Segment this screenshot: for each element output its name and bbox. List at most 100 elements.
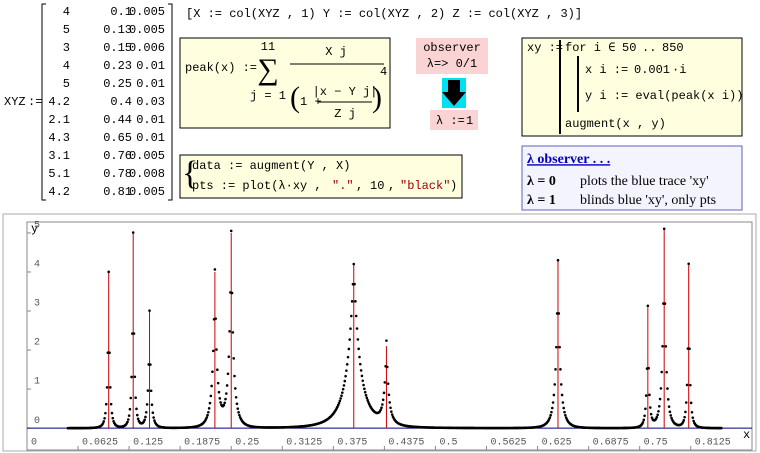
x-tick-label: 0: [31, 438, 37, 449]
curve-point: [133, 375, 137, 379]
matrix-cell: 0.01: [136, 131, 165, 145]
curve-point: [104, 411, 107, 415]
curve-point: [661, 344, 664, 348]
curve-point: [353, 282, 356, 286]
lambda-assign: λ :=: [436, 114, 465, 128]
curve-point: [235, 402, 239, 406]
x-tick-label: 0.4375: [388, 438, 424, 449]
curve-point: [102, 420, 106, 423]
curve-point: [361, 379, 365, 383]
curve-point: [383, 381, 387, 384]
curve-point: [228, 330, 231, 333]
curve-point: [145, 403, 149, 406]
peak-box: [179, 37, 391, 129]
sum-top: 11: [261, 40, 275, 54]
curve-point: [346, 355, 350, 359]
curve-point: [350, 300, 354, 303]
y-axis-label: y: [31, 222, 38, 236]
matrix-cell: 0.01: [136, 77, 165, 91]
plot-frame: [26, 221, 753, 451]
curve-point: [561, 401, 565, 404]
curve-point: [689, 401, 693, 405]
curve-point: [340, 394, 343, 397]
curve-point: [685, 383, 689, 387]
curve-point: [206, 413, 209, 417]
matrix-cell: 0.01: [136, 113, 165, 127]
columns-def: [X := col(XYZ , 1) Y := col(XYZ , 2) Z :…: [186, 7, 582, 21]
matrix-cell: 0.81: [103, 185, 132, 199]
curve-point: [366, 398, 369, 402]
program-box: [521, 37, 743, 137]
curve-point: [691, 416, 695, 419]
x-tick-label: 0.625: [542, 438, 572, 449]
curve-point: [682, 419, 686, 422]
numerator: X j: [325, 45, 347, 59]
curve-point: [365, 396, 369, 400]
curve-point: [205, 416, 209, 419]
curve-point: [132, 332, 136, 335]
curve-point: [234, 387, 237, 390]
curve-point: [225, 384, 229, 387]
curve-point: [658, 397, 662, 401]
curve-point: [385, 365, 389, 369]
note-text: blinds blue 'xy', only pts: [580, 193, 716, 208]
curve-point: [135, 407, 138, 411]
curve-point: [103, 417, 106, 420]
curve-point: [387, 393, 391, 397]
curve-point: [127, 414, 131, 417]
curve-point: [357, 347, 360, 351]
matrix-cell: 4.2: [48, 185, 70, 199]
curve-point: [688, 347, 691, 350]
matrix-cell: 0.005: [129, 23, 165, 37]
matrix-cell: 0.005: [129, 185, 165, 199]
program-result: augment(x , y): [565, 117, 666, 131]
matrix-cell: 0.25: [103, 77, 132, 91]
curve-point: [359, 369, 363, 372]
curve-point: [348, 338, 351, 341]
curve-point: [146, 389, 150, 392]
curve-point: [230, 291, 234, 295]
note-lambda: λ = 0: [527, 174, 556, 189]
curve-point: [226, 372, 230, 376]
curve-point: [666, 398, 670, 401]
curve-point: [129, 396, 133, 400]
curve-point: [363, 387, 366, 391]
matrix-cell: 0.13: [103, 23, 132, 37]
curve-point: [128, 407, 132, 411]
x-tick-label: 0.375: [337, 438, 367, 449]
matrix-cell: 0.006: [129, 41, 165, 55]
observer-line: observer: [423, 41, 481, 55]
curve-point: [364, 393, 368, 397]
curve-point: [151, 411, 155, 415]
x-tick-label: 0.6875: [593, 438, 629, 449]
curve-point: [216, 381, 220, 385]
curve-point: [690, 410, 694, 414]
curve-point: [388, 401, 392, 404]
curve-point: [657, 404, 661, 408]
curve-point: [563, 410, 566, 414]
program-step-suffix: ·i: [672, 63, 686, 77]
curve-point: [352, 262, 356, 266]
pts-size: 10: [370, 179, 384, 193]
curve-point: [656, 413, 659, 417]
curve-point: [218, 397, 222, 400]
note-lambda: λ = 1: [527, 193, 556, 208]
curve-point: [684, 410, 687, 414]
curve-point: [144, 410, 148, 414]
curve-point: [646, 304, 650, 308]
curve-point: [556, 258, 560, 262]
matrix-cell: 3: [63, 41, 70, 55]
curve-point: [219, 401, 222, 404]
y-tick-label: 4: [34, 260, 40, 271]
matrix-cell: 5.1: [48, 167, 70, 181]
matrix-cell: 0.76: [103, 149, 132, 163]
matrix-name: XYZ: [4, 95, 26, 109]
curve-point: [347, 347, 351, 351]
curve-point: [358, 355, 361, 359]
curve-point: [381, 403, 384, 406]
note-text: plots the blue trace 'xy': [580, 174, 709, 189]
curve-point: [382, 391, 386, 395]
curve-point: [214, 317, 218, 320]
curve-point: [107, 270, 110, 274]
